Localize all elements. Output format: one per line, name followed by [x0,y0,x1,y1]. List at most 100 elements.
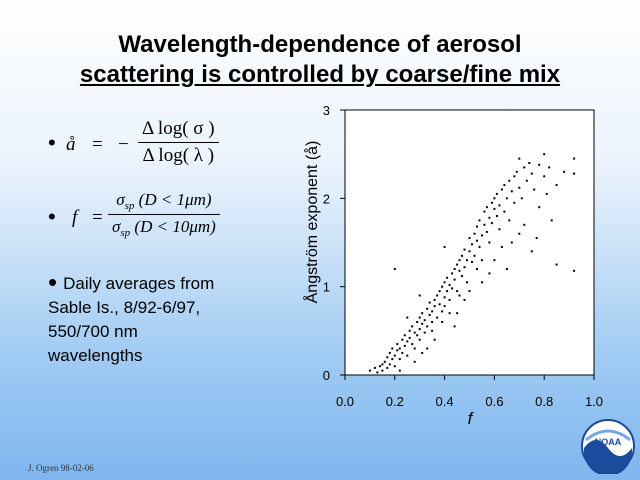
data-point-26 [408,336,411,339]
data-point-80 [473,254,476,257]
data-point-7 [386,366,389,369]
y-axis-ticks: 0 1 2 3 [323,103,345,383]
x-axis-label: f [468,409,475,428]
angstrom-fraction: Δ log( σ ) Δ log( λ ) [138,118,219,167]
data-point-11 [391,358,394,361]
data-point-50 [438,303,441,306]
note-line-1: Daily averages from [63,274,215,293]
data-point-41 [426,325,429,328]
data-point-132 [463,298,466,301]
data-point-24 [406,354,409,357]
data-point-46 [433,298,436,301]
x-tick-label-2: 0.4 [436,394,454,409]
data-point-44 [431,310,434,313]
title-line-1: Wavelength-dependence of aerosol [118,31,522,58]
data-point-36 [421,322,424,325]
data-point-136 [406,316,409,319]
data-point-112 [518,157,521,160]
data-point-141 [518,232,521,235]
data-point-122 [548,166,551,169]
data-point-20 [401,351,404,354]
data-point-18 [398,358,401,361]
data-point-128 [555,263,558,266]
data-point-55 [443,281,446,284]
data-point-4 [381,363,384,366]
data-point-6 [383,360,386,363]
data-point-48 [436,316,439,319]
data-point-5 [381,369,384,372]
data-point-13 [393,354,396,357]
data-point-127 [573,269,576,272]
data-point-33 [418,328,421,331]
data-point-76 [468,237,471,240]
data-point-56 [443,305,446,308]
data-point-91 [488,216,491,219]
data-point-123 [555,184,558,187]
data-point-98 [495,192,498,195]
logo-text: NOAA [595,437,622,447]
data-point-100 [498,204,501,207]
data-point-42 [428,313,431,316]
data-point-126 [573,172,576,175]
data-point-131 [481,281,483,284]
data-point-108 [513,175,516,178]
bullet-icon: • [48,267,58,297]
data-point-51 [438,290,441,293]
data-point-97 [495,215,498,217]
data-point-147 [426,347,429,350]
data-point-143 [550,219,553,222]
data-points [368,153,576,374]
data-point-87 [483,223,486,226]
data-point-19 [401,338,404,341]
data-point-125 [573,157,576,160]
data-point-15 [396,349,399,352]
data-point-28 [411,325,414,328]
data-point-121 [543,175,546,178]
data-point-118 [533,188,536,191]
data-point-86 [481,259,483,262]
data-point-83 [478,245,481,248]
data-source-note: • Daily averages from Sable Is., 8/92-6/9… [48,267,288,368]
data-point-85 [481,234,483,237]
data-point-113 [520,197,523,200]
data-point-109 [513,201,516,204]
data-point-101 [500,188,503,191]
fraction-numerator: σsp (D < 1μm) [108,190,220,215]
data-point-16 [396,343,399,346]
x-axis-ticks: 0.0 0.2 0.4 0.6 0.8 1.0 [336,375,603,409]
data-point-25 [408,329,411,332]
data-point-54 [443,296,446,299]
data-point-68 [458,259,461,262]
data-point-81 [476,239,478,242]
data-point-111 [518,186,521,189]
y-axis-label: Ångström exponent (å) [302,141,321,304]
data-point-148 [453,325,456,328]
x-tick-label-5: 1.0 [585,394,603,409]
author-footer: J. Ogren 98-02-06 [28,463,94,473]
angstrom-numerator: Δ log( σ ) [138,118,219,143]
data-point-64 [453,278,456,281]
data-point-49 [436,294,439,297]
data-point-2 [376,371,379,374]
data-point-57 [446,290,449,293]
data-point-62 [451,287,454,290]
data-point-103 [503,184,506,187]
data-point-45 [431,321,434,323]
data-point-34 [418,316,421,319]
x-tick-label-0: 0.0 [336,394,354,409]
x-tick-label-3: 0.6 [485,394,503,409]
data-point-8 [386,356,389,359]
data-point-38 [423,319,426,322]
data-point-137 [393,268,396,270]
data-point-37 [421,312,424,315]
data-point-155 [510,241,513,244]
data-point-9 [388,363,391,366]
data-point-21 [403,344,406,347]
data-point-99 [498,228,501,231]
note-line-3: 550/700 nm [48,322,138,341]
data-point-107 [510,190,513,193]
data-point-105 [508,179,511,182]
data-point-115 [525,179,528,182]
bullet-icon: • [48,204,56,229]
